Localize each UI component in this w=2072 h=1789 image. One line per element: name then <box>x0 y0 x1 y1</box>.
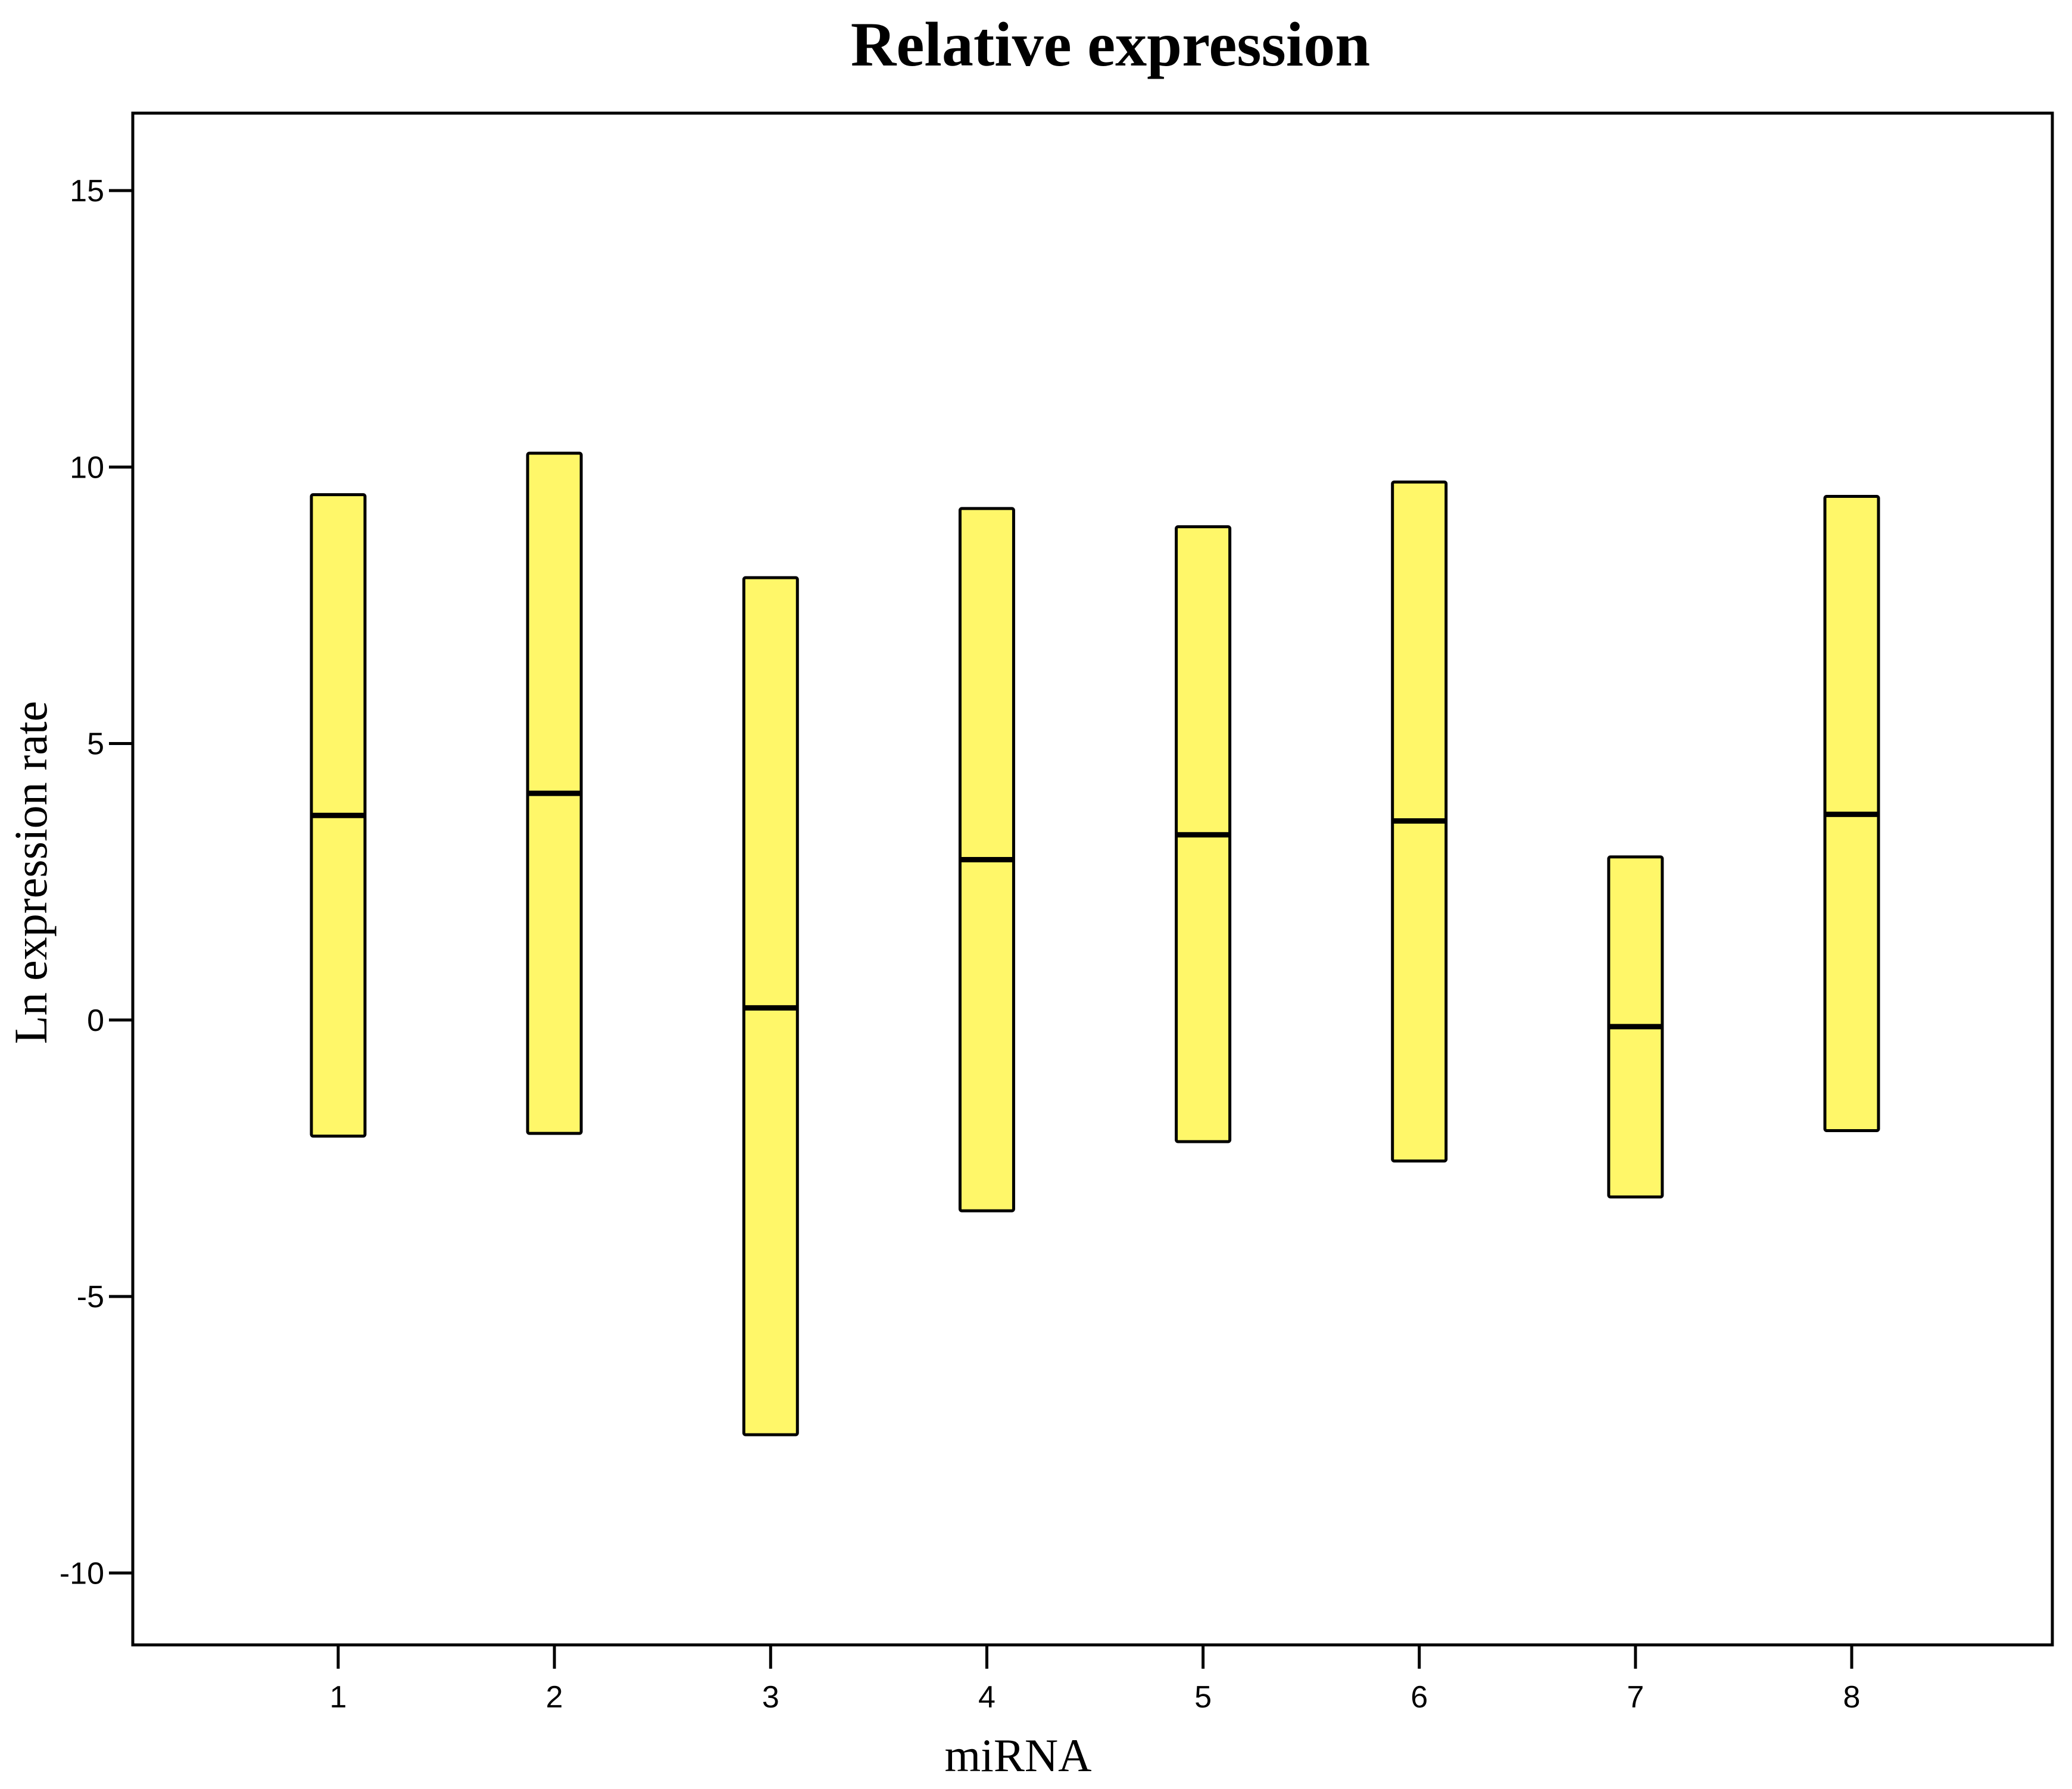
y-axis-label: Ln expression rate <box>5 701 57 1044</box>
x-tick-label: 7 <box>1627 1680 1644 1715</box>
x-tick-label: 2 <box>546 1680 563 1715</box>
y-tick-label: -5 <box>77 1280 104 1314</box>
y-tick-label: 5 <box>87 727 104 762</box>
bars-group <box>310 451 1880 1436</box>
y-tick-label: 0 <box>87 1003 104 1038</box>
x-axis-ticks: 1 2 3 4 5 6 7 8 <box>330 1645 1861 1715</box>
x-tick-label: 8 <box>1843 1680 1861 1715</box>
chart-title: Relative expression <box>851 10 1370 79</box>
x-tick-label: 5 <box>1194 1680 1212 1715</box>
x-axis-label: miRNA <box>944 1729 1091 1781</box>
y-axis-ticks: 15 10 5 0 -5 -10 <box>60 174 133 1591</box>
y-tick-label: 15 <box>70 174 104 208</box>
x-tick-label: 4 <box>978 1680 996 1715</box>
x-tick-label: 3 <box>762 1680 779 1715</box>
x-tick-label: 6 <box>1411 1680 1428 1715</box>
y-tick-label: 10 <box>70 450 104 485</box>
y-tick-label: -10 <box>60 1556 104 1591</box>
x-tick-label: 1 <box>330 1680 347 1715</box>
plot-frame <box>131 111 2054 1647</box>
